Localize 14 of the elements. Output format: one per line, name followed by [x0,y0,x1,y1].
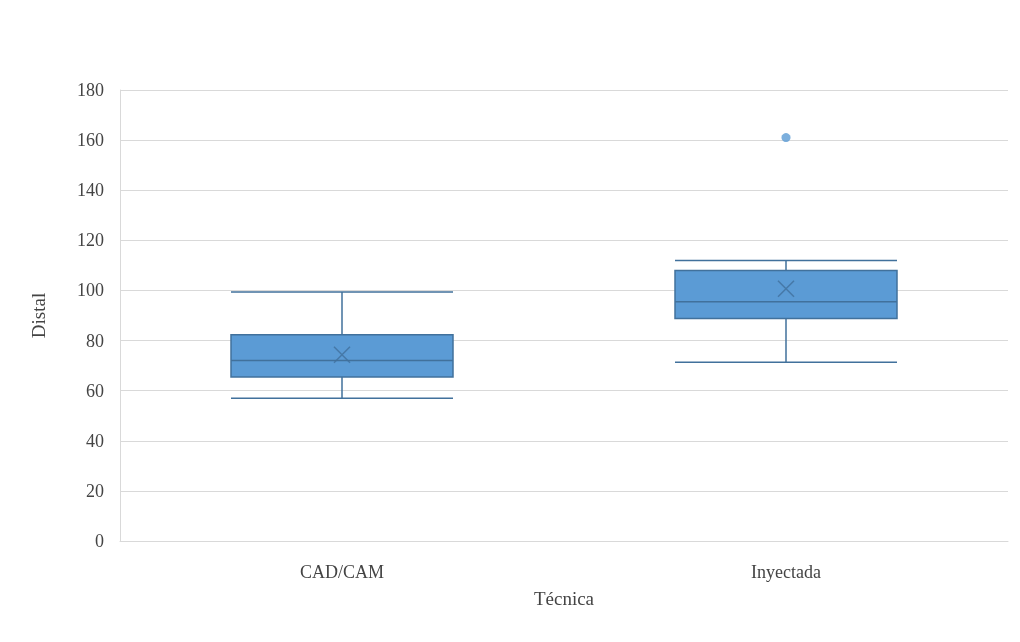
y-tick-label: 20 [86,480,104,501]
y-tick-label: 80 [86,330,104,351]
y-tick-label: 40 [86,430,104,451]
y-tick-label: 0 [95,531,104,551]
y-tick-label: 100 [77,280,104,301]
x-axis-title: Técnica [533,588,595,609]
y-tick-label: 120 [77,230,104,251]
x-tick-label: CAD/CAM [299,562,385,582]
y-tick-label: 180 [77,80,104,100]
x-tick-label: Inyectada [751,562,821,582]
y-tick-label: 160 [77,130,104,151]
y-axis-title: Distal [28,292,49,339]
y-tick-label: 60 [86,380,104,401]
y-tick-label: 140 [77,180,104,201]
